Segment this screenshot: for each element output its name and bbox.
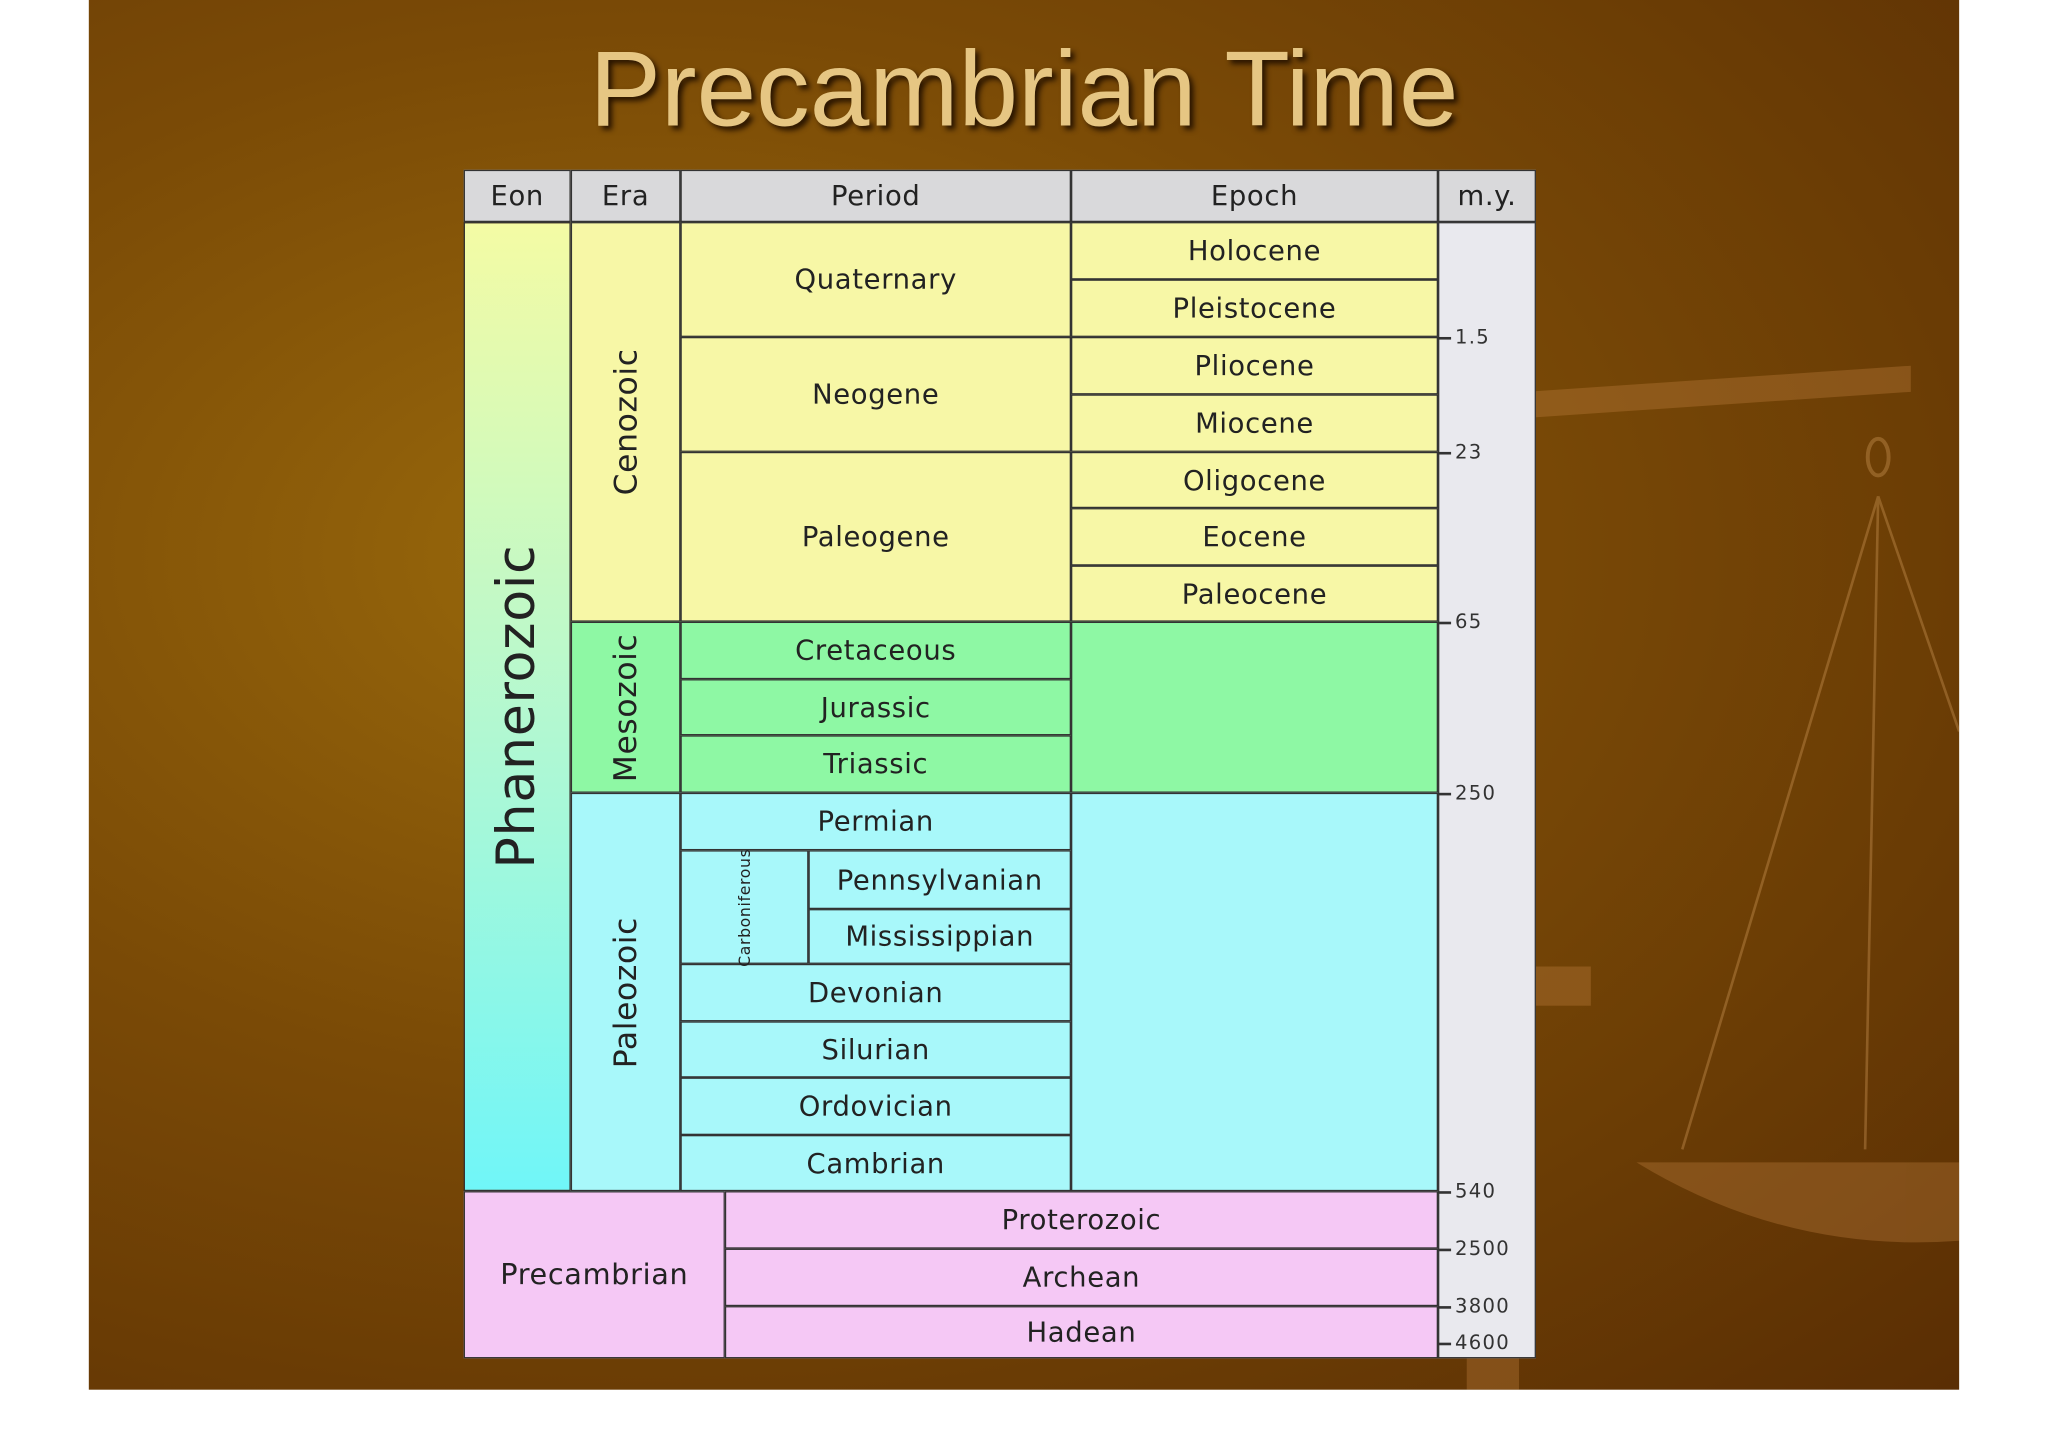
precambrian-cell: Archean [724, 1248, 1439, 1307]
slide-title: Precambrian Time [589, 30, 1459, 149]
epoch-cell-label: Pleistocene [1172, 292, 1337, 324]
eon-cell-label: Precambrian [500, 1258, 689, 1292]
epoch-cell: Oligocene [1071, 451, 1439, 509]
precambrian-cell-label: Proterozoic [1001, 1204, 1162, 1236]
precambrian-cell: Proterozoic [724, 1191, 1439, 1249]
era-cell: Cenozoic [570, 222, 681, 622]
precambrian-cell-label: Hadean [1026, 1316, 1137, 1348]
header-cell-label: Period [831, 180, 921, 212]
age-tick [1438, 1306, 1452, 1309]
eon-cell: Phanerozoic [463, 222, 571, 1192]
age-tick [1438, 1342, 1452, 1345]
period-cell: Devonian [680, 963, 1072, 1022]
era-cell-label: Cenozoic [607, 348, 644, 496]
age-label: 23 [1454, 440, 1483, 464]
header-cell-label: Era [601, 180, 650, 212]
scale-illustration [1466, 365, 1960, 1390]
subperiod-cell-label: Pennsylvanian [836, 863, 1043, 896]
subperiod-cell: Pennsylvanian [808, 850, 1072, 910]
header-cell: Eon [463, 169, 571, 223]
period-cell-label: Devonian [808, 976, 944, 1009]
era-cell: Paleozoic [570, 792, 681, 1192]
period-cell-label: Cretaceous [795, 634, 957, 667]
header-cell: Period [680, 169, 1072, 223]
epoch-cell-label: Oligocene [1182, 464, 1327, 496]
era-cell: Mesozoic [570, 621, 681, 793]
age-label: 2500 [1454, 1236, 1511, 1261]
header-cell: Era [570, 169, 681, 223]
age-tick [1438, 336, 1452, 339]
period-cell: Carboniferous [680, 847, 809, 967]
epoch-cell [1071, 792, 1439, 1192]
epoch-cell [1071, 621, 1439, 793]
eon-cell: Precambrian [463, 1191, 725, 1359]
period-cell: Neogene [680, 336, 1072, 452]
header-cell-label: Epoch [1210, 180, 1299, 212]
header-cell-label: Eon [490, 180, 544, 212]
period-cell-label: Jurassic [820, 691, 931, 723]
age-tick [1438, 1248, 1452, 1251]
age-tick [1438, 792, 1452, 795]
period-cell-label: Neogene [812, 378, 940, 411]
epoch-cell-label: Eocene [1202, 521, 1307, 553]
period-cell-label: Cambrian [806, 1147, 945, 1179]
age-label: 4600 [1454, 1330, 1511, 1355]
period-cell: Ordovician [680, 1077, 1072, 1136]
epoch-cell: Eocene [1071, 508, 1439, 566]
period-cell: Paleogene [680, 451, 1072, 622]
epoch-cell-label: Pliocene [1194, 350, 1315, 382]
age-label: 3800 [1454, 1294, 1511, 1318]
epoch-cell-label: Miocene [1195, 407, 1314, 439]
period-cell: Silurian [680, 1021, 1072, 1078]
subperiod-cell-label: Mississippian [845, 920, 1035, 953]
age-label: 1.5 [1454, 325, 1491, 349]
age-column [1438, 222, 1536, 1359]
epoch-cell-label: Holocene [1187, 235, 1322, 267]
period-cell: Jurassic [680, 679, 1072, 736]
age-label: 250 [1454, 781, 1497, 805]
precambrian-cell-label: Archean [1022, 1261, 1141, 1294]
period-cell: Permian [680, 792, 1072, 851]
epoch-cell: Holocene [1071, 222, 1439, 280]
period-cell-label: Quaternary [794, 263, 957, 296]
epoch-cell: Pleistocene [1071, 279, 1439, 337]
period-cell: Quaternary [680, 222, 1072, 337]
header-cell-label: m.y. [1457, 180, 1517, 212]
period-cell: Cambrian [680, 1135, 1072, 1192]
epoch-cell: Miocene [1071, 394, 1439, 452]
period-cell: Triassic [680, 735, 1072, 793]
period-cell-label: Ordovician [798, 1090, 953, 1122]
eon-cell-label: Phanerozoic [487, 544, 548, 869]
epoch-cell-label: Paleocene [1181, 577, 1328, 610]
period-cell: Cretaceous [680, 621, 1072, 680]
period-cell-label: Paleogene [801, 521, 950, 553]
era-cell-label: Paleozoic [607, 916, 644, 1068]
age-tick [1438, 1191, 1452, 1194]
header-cell: Epoch [1071, 169, 1439, 223]
age-label: 65 [1454, 609, 1483, 634]
period-cell-label: Carboniferous [735, 847, 754, 967]
age-tick [1438, 451, 1452, 454]
period-cell-label: Permian [817, 805, 934, 838]
era-cell-label: Mesozoic [607, 632, 644, 782]
age-tick [1438, 621, 1452, 624]
period-cell-label: Triassic [823, 748, 929, 780]
epoch-cell: Pliocene [1071, 336, 1439, 395]
subperiod-cell: Mississippian [808, 909, 1072, 964]
age-label: 540 [1454, 1179, 1497, 1203]
header-cell: m.y. [1438, 169, 1536, 223]
precambrian-cell: Hadean [724, 1306, 1439, 1359]
epoch-cell: Paleocene [1071, 565, 1439, 622]
period-cell-label: Silurian [821, 1033, 930, 1066]
